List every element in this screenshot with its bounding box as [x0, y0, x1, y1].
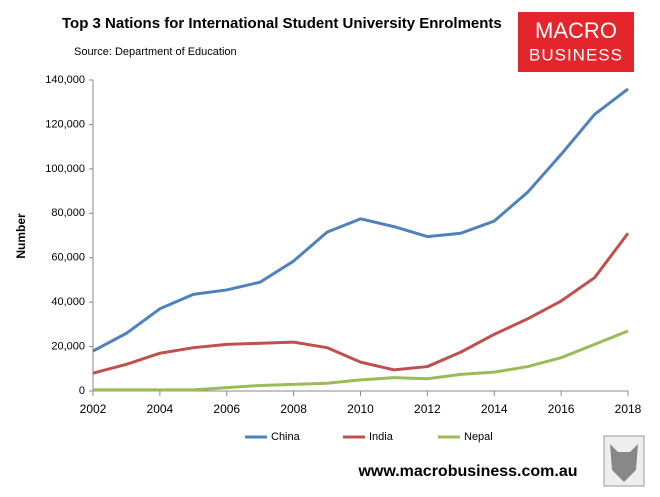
x-tick-label: 2004: [147, 402, 174, 416]
logo-text: BUSINESS: [529, 45, 623, 64]
y-tick-label: 120,000: [45, 118, 85, 130]
series-line: [92, 87, 629, 353]
y-tick-label: 40,000: [51, 296, 85, 308]
series-line: [93, 329, 629, 392]
logo-text: MACRO: [535, 18, 617, 43]
x-tick-label: 2006: [213, 402, 240, 416]
legend-label: India: [369, 431, 394, 443]
series-line: [92, 232, 630, 375]
y-tick-label: 60,000: [51, 252, 85, 264]
x-tick-label: 2012: [414, 402, 441, 416]
y-tick-label: 100,000: [45, 163, 85, 175]
x-tick-label: 2018: [615, 402, 642, 416]
wolf-icon: [603, 435, 645, 487]
footer: www.macrobusiness.com.au: [357, 463, 577, 480]
chart-title: Top 3 Nations for International Student …: [62, 15, 502, 32]
chart-subtitle: Source: Department of Education: [74, 46, 237, 58]
logo-box: [518, 12, 634, 72]
y-tick-label: 0: [79, 385, 85, 397]
y-axis-label: Number: [14, 213, 28, 259]
x-tick-label: 2016: [548, 402, 575, 416]
y-tick-label: 20,000: [51, 340, 85, 352]
x-tick-label: 2008: [280, 402, 307, 416]
x-tick-label: 2002: [80, 402, 107, 416]
x-tick-label: 2010: [347, 402, 374, 416]
legend-label: Nepal: [464, 431, 493, 443]
legend-label: China: [271, 431, 301, 443]
y-tick-label: 140,000: [45, 74, 85, 86]
x-tick-label: 2014: [481, 402, 508, 416]
y-tick-label: 80,000: [51, 207, 85, 219]
